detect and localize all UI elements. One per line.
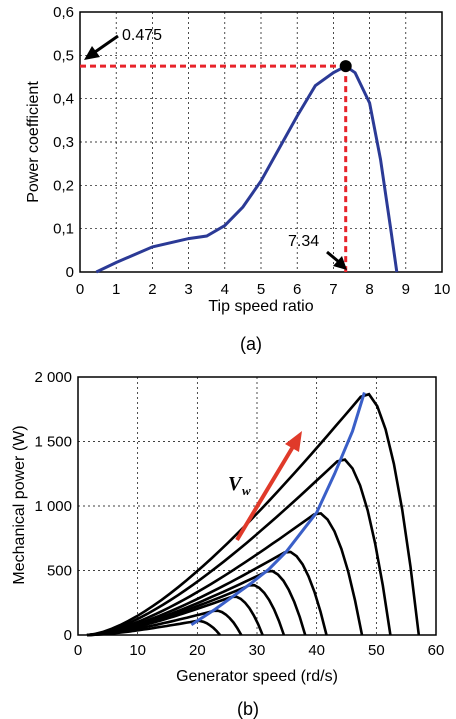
chart-b-y-tick-label: 2 000 <box>34 369 72 386</box>
chart-a-y-tick-label: 0,4 <box>53 91 74 108</box>
chart-a-x-tick-label: 8 <box>365 281 373 298</box>
chart-b-y-ticks: 0 500 1 000 1 500 2 000 <box>34 369 72 644</box>
chart-a-y-tick-label: 0,1 <box>53 221 74 238</box>
chart-a-peak-point <box>339 60 352 73</box>
chart-a: 0 1 2 3 4 5 6 7 8 9 10 0 0,1 0,2 0,3 0,4 0,5 0,6 0.475 7… <box>25 4 450 354</box>
chart-a-x-tick-label: 3 <box>184 281 192 298</box>
chart-b-mppt-line <box>190 392 366 626</box>
chart-b-wind-arrow-shaft <box>235 443 296 542</box>
chart-b-y-label: Mechanical power (W) <box>11 425 28 584</box>
chart-a-xopt-label: 7.34 <box>288 233 319 250</box>
chart-a-x-tick-label: 1 <box>112 281 120 298</box>
chart-a-series-line <box>95 64 399 274</box>
chart-a-x-tick-label: 5 <box>257 281 265 298</box>
chart-a-y-tick-label: 0,3 <box>53 134 74 151</box>
chart-b-y-tick-label: 1 500 <box>34 434 72 451</box>
chart-b-caption: (b) <box>237 699 259 719</box>
chart-b: 0 10 20 30 40 50 60 0 500 1 000 1 500 2 000 V w Ge… <box>11 369 444 719</box>
chart-b-frame <box>77 376 437 636</box>
chart-b-x-tick-label: 50 <box>368 642 385 659</box>
chart-a-ymax-arrow <box>84 34 119 60</box>
chart-a-caption: (a) <box>240 334 262 354</box>
chart-a-frame <box>79 11 443 273</box>
chart-a-x-tick-label: 7 <box>329 281 337 298</box>
chart-a-x-ticks: 0 1 2 3 4 5 6 7 8 9 10 <box>76 281 451 298</box>
chart-a-y-tick-label: 0,5 <box>53 47 74 64</box>
chart-a-ymax-label: 0.475 <box>122 27 162 44</box>
chart-b-x-tick-label: 10 <box>129 642 146 659</box>
chart-a-y-label: Power coefficient <box>25 81 42 203</box>
chart-b-x-tick-label: 60 <box>428 642 445 659</box>
chart-a-x-tick-label: 0 <box>76 281 84 298</box>
chart-a-y-tick-label: 0,6 <box>53 4 74 21</box>
chart-b-x-tick-label: 40 <box>308 642 325 659</box>
chart-b-wind-label-sub: w <box>242 483 251 498</box>
chart-a-y-tick-label: 0,2 <box>53 177 74 194</box>
chart-a-y-tick-label: 0 <box>66 264 74 281</box>
chart-a-x-tick-label: 4 <box>221 281 229 298</box>
chart-b-x-ticks: 0 10 20 30 40 50 60 <box>74 642 445 659</box>
chart-a-xopt-arrow <box>326 250 347 270</box>
chart-a-x-tick-label: 10 <box>434 281 451 298</box>
chart-a-x-tick-label: 6 <box>293 281 301 298</box>
chart-b-y-tick-label: 500 <box>47 563 72 580</box>
chart-a-grid <box>79 11 443 273</box>
chart-b-y-tick-label: 1 000 <box>34 498 72 515</box>
chart-b-y-tick-label: 0 <box>64 627 72 644</box>
chart-b-wind-arrow <box>235 431 302 542</box>
chart-b-wind-arrow-head <box>285 431 302 452</box>
chart-b-wind-label: V <box>228 473 243 495</box>
chart-b-x-tick-label: 0 <box>74 642 82 659</box>
chart-a-x-tick-label: 2 <box>148 281 156 298</box>
chart-b-x-tick-label: 20 <box>189 642 206 659</box>
chart-a-x-tick-label: 9 <box>402 281 410 298</box>
chart-a-y-ticks: 0 0,1 0,2 0,3 0,4 0,5 0,6 <box>53 4 74 281</box>
chart-a-x-label: Tip speed ratio <box>208 298 313 315</box>
chart-b-x-tick-label: 30 <box>249 642 266 659</box>
chart-b-x-label: Generator speed (rd/s) <box>176 668 338 685</box>
